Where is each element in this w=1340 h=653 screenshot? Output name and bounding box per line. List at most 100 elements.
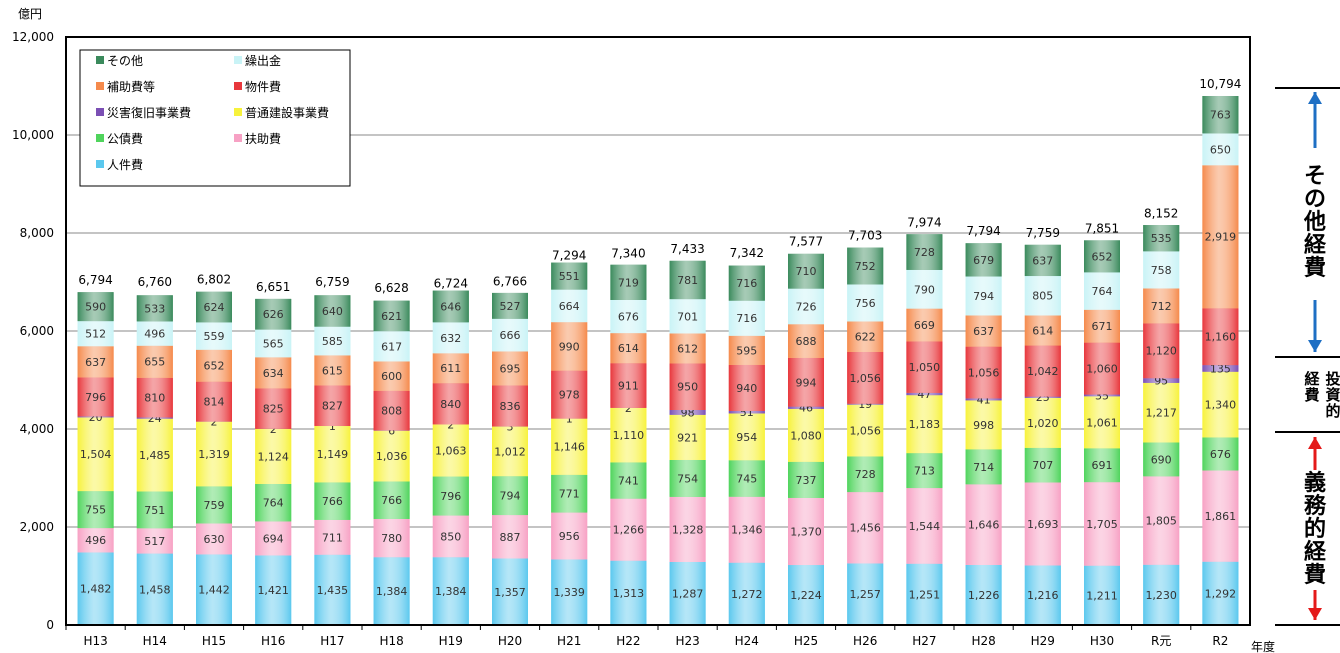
x-tick-label: H30 bbox=[1090, 634, 1114, 648]
x-tick-label: H26 bbox=[853, 634, 877, 648]
x-axis: H13 H14 H15 H16 H17 H18 H19 H20 H21 H22 H23 H24 H25 H… bbox=[65, 625, 1228, 648]
bar-segment-shade bbox=[255, 521, 292, 556]
data-label: 535 bbox=[1151, 232, 1172, 245]
data-label: 1,216 bbox=[1027, 589, 1059, 602]
total-label: 6,760 bbox=[138, 275, 172, 289]
data-label: 751 bbox=[144, 504, 165, 517]
data-label: 728 bbox=[855, 468, 876, 481]
data-label: 1,504 bbox=[80, 448, 112, 461]
data-label: 559 bbox=[204, 330, 225, 343]
data-label: 701 bbox=[677, 310, 698, 323]
bar-segment-shade bbox=[314, 326, 351, 356]
data-label: 1,319 bbox=[198, 448, 230, 461]
bar-segment-shade bbox=[788, 357, 824, 407]
bar-segment-shade bbox=[669, 299, 706, 334]
bar-segment-shade bbox=[432, 383, 469, 425]
data-label: 1,211 bbox=[1086, 589, 1118, 602]
bar-segment-shade bbox=[728, 410, 765, 414]
data-label: 1,370 bbox=[790, 525, 822, 538]
x-tick-label: H28 bbox=[971, 634, 995, 648]
data-label: 716 bbox=[736, 312, 757, 325]
data-label: 796 bbox=[440, 490, 461, 503]
bar-segment-shade bbox=[728, 460, 765, 497]
data-label: 690 bbox=[1151, 453, 1172, 466]
data-label: 759 bbox=[204, 499, 225, 512]
data-label: 1,328 bbox=[672, 523, 704, 536]
bar-segment-shade bbox=[255, 357, 292, 389]
data-label: 1,050 bbox=[909, 361, 941, 374]
data-label: 666 bbox=[500, 329, 521, 342]
bar-segment-shade bbox=[788, 288, 824, 325]
data-label: 1,251 bbox=[909, 588, 941, 601]
bar-segment-shade bbox=[1084, 309, 1120, 343]
bar-segment-shade bbox=[906, 392, 943, 396]
data-label: 1,292 bbox=[1205, 587, 1237, 600]
data-label: 754 bbox=[677, 472, 698, 485]
data-label: 836 bbox=[500, 400, 521, 413]
data-label: 676 bbox=[1210, 448, 1231, 461]
data-label: 1,020 bbox=[1027, 417, 1059, 430]
bar-segment-shade bbox=[77, 292, 114, 322]
legend-label: 災害復旧事業費 bbox=[107, 105, 191, 120]
data-label: 615 bbox=[322, 364, 343, 377]
data-label: 637 bbox=[1032, 254, 1053, 267]
bar-segment-shade bbox=[669, 333, 706, 364]
bar-segment-shade bbox=[196, 322, 232, 350]
total-label: 6,724 bbox=[434, 277, 468, 291]
data-label: 1,485 bbox=[139, 449, 171, 462]
bar-segment-shade bbox=[1202, 561, 1239, 625]
total-label: 6,802 bbox=[197, 273, 231, 287]
bar-segment-shade bbox=[610, 407, 647, 463]
data-label: 135 bbox=[1210, 362, 1231, 375]
data-label: 650 bbox=[1210, 143, 1231, 156]
data-label: 6 bbox=[388, 425, 395, 438]
bar-segment-shade bbox=[669, 409, 706, 415]
plot-frame bbox=[65, 36, 1251, 626]
bar-segment-shade bbox=[196, 349, 232, 382]
bar-segment-shade bbox=[847, 284, 884, 322]
data-label: 671 bbox=[1092, 320, 1113, 333]
y-tick-label: 4,000 bbox=[20, 422, 54, 436]
data-label: 1,056 bbox=[849, 425, 881, 438]
data-label: 737 bbox=[796, 474, 817, 487]
bar-segment-shade bbox=[847, 403, 884, 405]
data-label: 954 bbox=[736, 431, 757, 444]
bar-segment-shade bbox=[788, 497, 824, 566]
data-label: 998 bbox=[973, 419, 994, 432]
bar-segment-shade bbox=[1084, 240, 1120, 273]
y-tick-label: 0 bbox=[46, 618, 54, 632]
bar-segment-shade bbox=[1084, 565, 1120, 625]
bar-segment-shade bbox=[1143, 225, 1180, 252]
data-label: 621 bbox=[381, 310, 402, 323]
bar-segment-shade bbox=[1024, 244, 1061, 277]
data-label: 781 bbox=[677, 274, 698, 287]
bar-segment-shade bbox=[373, 300, 410, 332]
data-label: 712 bbox=[1151, 300, 1172, 313]
y-tick-label: 8,000 bbox=[20, 226, 54, 240]
bar-segment-shade bbox=[1084, 394, 1120, 397]
data-label: 940 bbox=[736, 382, 757, 395]
data-label: 1,036 bbox=[376, 450, 408, 463]
arrow-up-head bbox=[1308, 92, 1322, 104]
bar-segment-shade bbox=[847, 321, 884, 352]
other-expenses-label: 他 bbox=[1303, 210, 1326, 235]
y-tick-label: 2,000 bbox=[20, 520, 54, 534]
legend-box bbox=[79, 49, 351, 187]
data-label: 1,061 bbox=[1086, 416, 1118, 429]
bar-segment-shade bbox=[965, 315, 1002, 347]
x-tick-label: H13 bbox=[83, 634, 107, 648]
data-label: 755 bbox=[85, 504, 106, 517]
data-label: 1,224 bbox=[790, 589, 822, 602]
investment-expenses-label: 資 bbox=[1325, 386, 1340, 404]
bar-segment-shade bbox=[492, 318, 528, 352]
bar-segment-shade bbox=[610, 333, 647, 364]
data-label: 612 bbox=[677, 342, 698, 355]
bar-segment-shade bbox=[314, 554, 351, 625]
other-expenses-label: 費 bbox=[1304, 256, 1326, 281]
other-expenses-label: の bbox=[1304, 187, 1326, 212]
bar-segment-shade bbox=[669, 414, 706, 460]
data-label: 2 bbox=[625, 402, 632, 415]
bar-segment-shade bbox=[1024, 397, 1061, 448]
bar-segment-shade bbox=[847, 351, 884, 404]
mandatory-expenses-label: 務 bbox=[1304, 493, 1327, 519]
